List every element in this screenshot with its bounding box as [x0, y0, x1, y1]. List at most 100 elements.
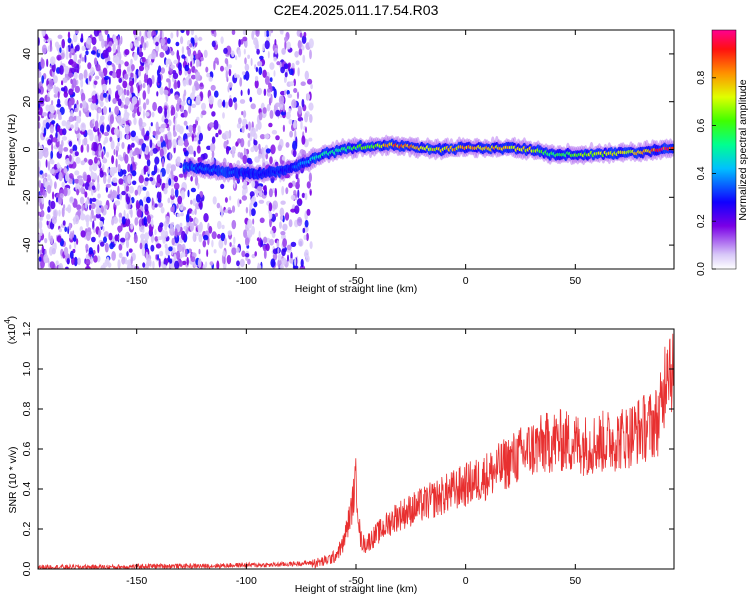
noise-speckle	[106, 61, 113, 66]
noise-speckle	[80, 209, 84, 215]
noise-speckle	[111, 177, 118, 183]
noise-speckle	[49, 159, 54, 164]
noise-speckle	[133, 233, 138, 244]
noise-speckle	[61, 52, 65, 59]
noise-speckle	[176, 203, 179, 209]
noise-speckle	[99, 115, 105, 121]
snr-y-scale-multiplier: (x104)	[3, 316, 18, 344]
noise-speckle	[101, 151, 104, 160]
noise-speckle	[181, 54, 186, 59]
noise-speckle	[278, 95, 285, 105]
noise-speckle	[247, 88, 250, 96]
noise-speckle	[144, 177, 150, 182]
noise-speckle	[232, 177, 236, 184]
noise-speckle	[142, 262, 146, 268]
noise-speckle	[249, 191, 255, 198]
noise-speckle	[300, 81, 306, 86]
noise-speckle	[117, 185, 120, 196]
noise-speckle	[73, 53, 78, 63]
noise-speckle	[121, 93, 125, 102]
noise-speckle	[220, 232, 226, 242]
noise-speckle	[153, 164, 158, 174]
noise-speckle	[63, 246, 69, 256]
noise-speckle	[268, 202, 273, 212]
noise-speckle	[77, 257, 81, 266]
noise-speckle	[128, 186, 134, 194]
noise-speckle	[119, 156, 124, 162]
noise-speckle	[74, 170, 80, 176]
noise-speckle	[78, 110, 82, 118]
noise-speckle	[66, 45, 69, 54]
noise-speckle	[74, 151, 79, 157]
noise-speckle	[192, 124, 196, 134]
noise-speckle	[254, 75, 259, 82]
noise-speckle	[147, 30, 152, 39]
noise-speckle	[62, 128, 67, 136]
noise-speckle	[258, 61, 263, 67]
noise-speckle	[309, 49, 312, 60]
noise-speckle	[61, 38, 65, 49]
noise-speckle	[220, 36, 224, 44]
noise-speckle	[258, 66, 263, 76]
noise-speckle	[118, 63, 122, 69]
noise-speckle	[195, 37, 199, 42]
noise-speckle	[118, 178, 124, 185]
noise-speckle	[116, 84, 121, 91]
noise-speckle	[205, 66, 209, 73]
noise-speckle	[127, 163, 131, 173]
noise-speckle	[136, 36, 139, 42]
noise-speckle	[49, 235, 54, 245]
noise-speckle	[165, 58, 168, 68]
noise-speckle	[279, 221, 282, 229]
noise-speckle	[138, 51, 144, 58]
noise-speckle	[104, 242, 109, 253]
noise-speckle	[103, 175, 107, 184]
noise-speckle	[69, 51, 72, 59]
noise-speckle	[120, 35, 123, 45]
noise-speckle	[93, 255, 98, 263]
noise-speckle	[213, 249, 217, 254]
noise-speckle	[188, 104, 192, 114]
noise-speckle	[108, 107, 111, 113]
noise-speckle	[132, 112, 136, 118]
noise-speckle	[254, 79, 259, 89]
noise-speckle	[134, 217, 139, 226]
noise-speckle	[253, 201, 258, 208]
noise-speckle	[247, 219, 253, 229]
noise-speckle	[38, 256, 42, 262]
noise-speckle	[180, 190, 186, 200]
noise-speckle	[127, 149, 130, 154]
noise-speckle	[157, 73, 161, 84]
noise-speckle	[202, 264, 206, 269]
noise-speckle	[87, 129, 93, 136]
noise-speckle	[124, 259, 129, 265]
noise-speckle	[86, 174, 91, 183]
noise-speckle	[238, 117, 242, 125]
noise-speckle	[138, 117, 143, 127]
noise-speckle	[159, 250, 164, 257]
noise-speckle	[254, 251, 257, 257]
noise-speckle	[93, 80, 98, 86]
noise-speckle	[211, 239, 214, 248]
noise-speckle	[88, 75, 92, 82]
noise-speckle	[94, 75, 100, 80]
noise-speckle	[169, 222, 174, 232]
y-tick-label: 0.8	[21, 402, 33, 417]
noise-speckle	[247, 159, 253, 165]
noise-speckle	[259, 134, 266, 140]
noise-speckle	[174, 94, 179, 100]
noise-speckle	[170, 88, 174, 94]
y-tick-label: 1.0	[21, 362, 33, 377]
noise-speckle	[72, 144, 78, 153]
noise-speckle	[155, 254, 158, 260]
noise-speckle	[192, 198, 197, 207]
noise-speckle	[209, 261, 214, 266]
noise-speckle	[39, 228, 43, 236]
noise-speckle	[88, 159, 93, 166]
noise-speckle	[262, 69, 267, 79]
noise-speckle	[250, 127, 256, 137]
noise-speckle	[113, 206, 116, 217]
noise-speckle	[291, 62, 295, 69]
noise-speckle	[292, 140, 298, 151]
x-tick-label: 0	[463, 575, 469, 587]
